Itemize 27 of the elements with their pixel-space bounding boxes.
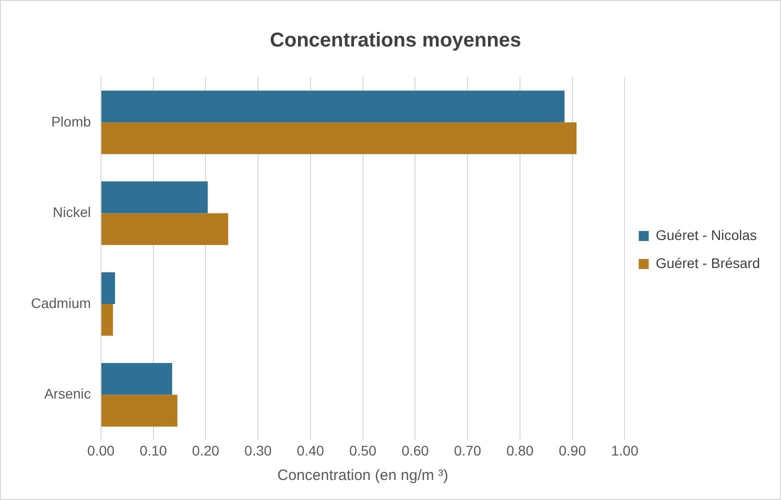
y-tick-label: Arsenic xyxy=(44,386,91,402)
bar xyxy=(101,122,577,154)
bar xyxy=(101,394,178,427)
bar xyxy=(101,363,172,395)
x-tick-label: 0.60 xyxy=(402,442,430,458)
bar xyxy=(101,272,116,304)
x-tick-label: 0.30 xyxy=(244,442,272,458)
x-tick-label: 0.00 xyxy=(87,442,115,458)
bar xyxy=(101,181,208,214)
chart-title: Concentrations moyennes xyxy=(270,30,522,52)
legend-label: Guéret - Nicolas xyxy=(656,226,757,243)
x-tick-label: 0.90 xyxy=(558,442,586,458)
y-tick-label: Cadmium xyxy=(30,294,91,311)
x-tick-label: 1.00 xyxy=(611,442,639,458)
x-tick-label: 0.20 xyxy=(192,442,220,458)
x-axis-title: Concentration (en ng/m ³) xyxy=(277,467,448,484)
x-tick-label: 0.80 xyxy=(506,442,534,458)
x-tick-label: 0.10 xyxy=(140,442,168,458)
y-tick-label: Plomb xyxy=(51,113,92,130)
x-tick-label: 0.70 xyxy=(454,442,482,458)
legend-label: Guéret - Brésard xyxy=(656,254,760,271)
bar xyxy=(101,90,564,122)
x-tick-label: 0.50 xyxy=(349,442,377,458)
y-tick-label: Nickel xyxy=(52,204,91,220)
x-tick-label: 0.40 xyxy=(296,442,324,458)
bar xyxy=(101,304,113,336)
bar xyxy=(101,213,228,245)
